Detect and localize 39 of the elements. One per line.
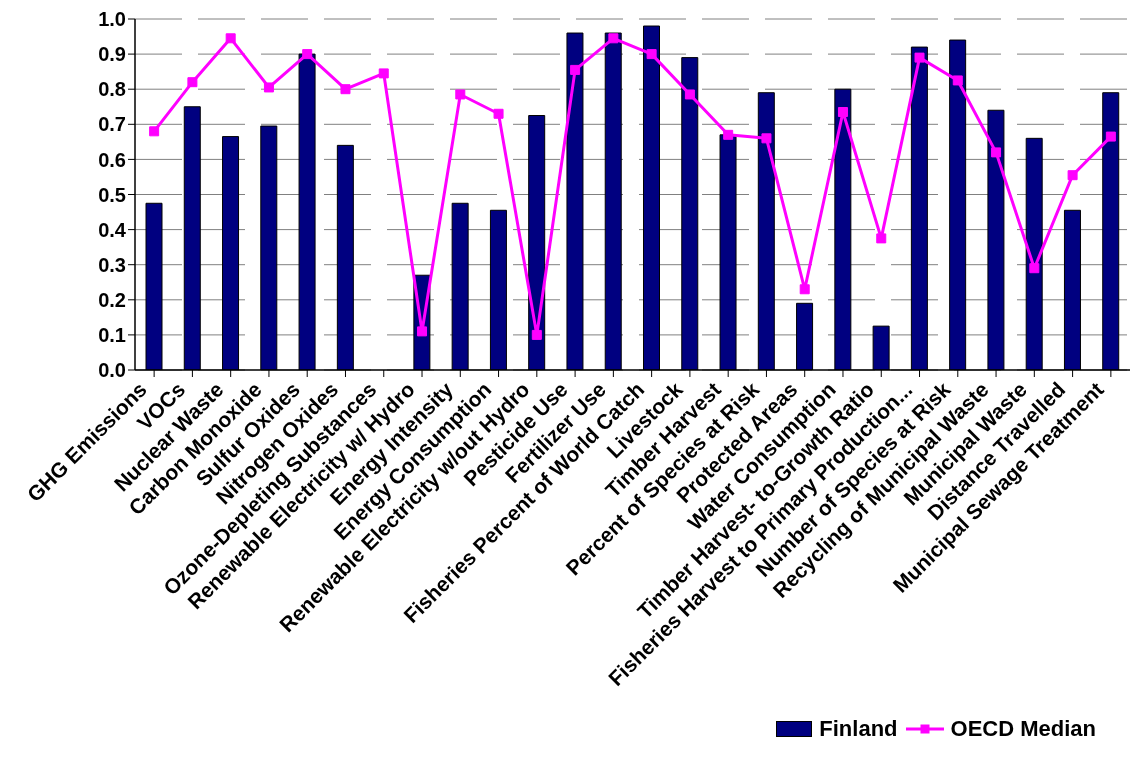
point (684, 89, 695, 100)
legend-label: OECD Median (950, 716, 1096, 742)
y-tick-label: 0.7 (98, 113, 126, 136)
point (340, 84, 351, 95)
point (417, 326, 428, 337)
point (799, 284, 810, 295)
point (493, 108, 504, 119)
point (378, 68, 389, 79)
y-tick-label: 1.0 (98, 8, 126, 31)
y-tick-label: 0.2 (98, 288, 126, 311)
y-tick-label: 0.3 (98, 253, 126, 276)
point (914, 52, 925, 63)
point (646, 49, 657, 60)
y-tick-label: 0.0 (98, 359, 126, 382)
point (991, 147, 1002, 158)
point (531, 329, 542, 340)
point (952, 75, 963, 86)
y-tick-label: 0.4 (98, 218, 127, 241)
point (187, 77, 198, 88)
point (570, 64, 581, 75)
y-tick-label: 0.1 (98, 324, 126, 346)
y-tick-label: 0.8 (98, 78, 126, 101)
y-tick-label: 0.6 (98, 148, 126, 171)
point (876, 233, 887, 244)
point (263, 82, 274, 93)
point (761, 133, 772, 144)
point (837, 107, 848, 118)
point (1029, 263, 1040, 274)
point (608, 33, 619, 44)
point (1105, 131, 1116, 142)
y-tick-label: 0.9 (98, 43, 126, 66)
point (455, 89, 466, 100)
point (1067, 170, 1078, 181)
point (723, 129, 734, 140)
point (302, 49, 313, 60)
y-tick-label: 0.5 (98, 183, 126, 206)
legend-label: Finland (819, 716, 898, 742)
point (225, 33, 236, 44)
point (149, 126, 160, 137)
